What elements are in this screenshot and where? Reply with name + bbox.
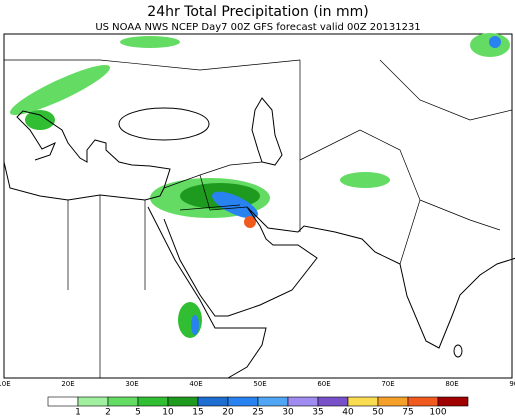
border (4, 59, 513, 378)
color-swatch (167, 396, 199, 407)
colorbar-label: 25 (252, 408, 263, 418)
color-swatch (137, 396, 169, 407)
borders (4, 59, 513, 378)
color-swatch (257, 396, 289, 407)
color-swatch (227, 396, 259, 407)
coastline (3, 110, 171, 201)
coastline (118, 107, 210, 141)
map (3, 33, 515, 379)
colorbar-label: 10 (162, 408, 174, 418)
colorbar-label: 1 (75, 408, 81, 418)
color-swatch (287, 396, 319, 407)
color-swatch (107, 396, 139, 407)
longitude-label: 40E (189, 380, 202, 388)
longitude-label: 80E (445, 380, 458, 388)
color-swatch (47, 396, 79, 407)
precip-area (212, 191, 258, 219)
longitude-labels: 10E 20E 30E 40E 50E 60E 70E 80E 90E (0, 380, 515, 388)
precip-area (25, 110, 55, 130)
coastline (163, 206, 515, 349)
color-swatch (197, 396, 229, 407)
longitude-label: 50E (253, 380, 266, 388)
longitude-label: 90E (509, 380, 515, 388)
colorbar-label: 20 (222, 408, 234, 418)
colorbar-label: 100 (429, 408, 446, 418)
precip-area (244, 216, 256, 228)
colorbar-label: 15 (192, 408, 203, 418)
colorbar-label: 50 (372, 408, 384, 418)
precip-area (120, 36, 180, 48)
coastlines (3, 97, 515, 379)
colorbar-label: 5 (135, 408, 141, 418)
color-swatch (347, 396, 379, 407)
color-swatch (407, 396, 439, 407)
coastline (251, 97, 283, 166)
color-swatch (377, 396, 409, 407)
precip-area (191, 315, 199, 335)
color-swatch (317, 396, 349, 407)
color-swatch (437, 396, 469, 407)
coastline (147, 206, 267, 379)
precip-area (9, 65, 111, 115)
precipitation (9, 33, 510, 338)
colorbar-label: 35 (312, 408, 323, 418)
color-swatch (77, 396, 109, 407)
precip-area (340, 172, 390, 188)
longitude-label: 60E (317, 380, 330, 388)
title: 24hr Total Precipitation (in mm) (147, 4, 368, 20)
longitude-label: 20E (61, 380, 74, 388)
longitude-label: 70E (381, 380, 394, 388)
longitude-label: 10E (0, 380, 11, 388)
subtitle: US NOAA NWS NCEP Day7 00Z GFS forecast v… (95, 22, 420, 33)
colorbar-label: 40 (342, 408, 354, 418)
precip-area (489, 36, 501, 48)
colorbar-label: 2 (105, 408, 111, 418)
colorbar: 1 2 5 10 15 20 25 30 35 40 50 75 100 (47, 396, 469, 418)
colorbar-label: 30 (282, 408, 294, 418)
longitude-label: 30E (125, 380, 138, 388)
coastline (453, 344, 463, 358)
colorbar-label: 75 (402, 408, 413, 418)
